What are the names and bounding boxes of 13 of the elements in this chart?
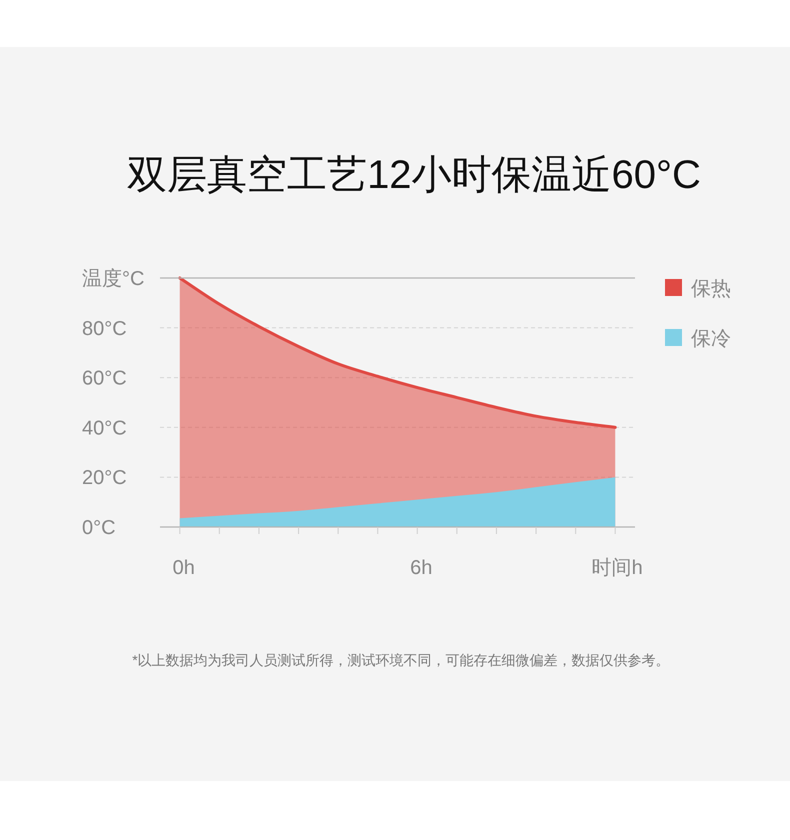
y-tick-label: 0°C	[82, 517, 116, 539]
x-tick-label: 6h	[410, 557, 432, 579]
y-axis-title: 温度°C	[82, 268, 144, 290]
y-tick-label: 20°C	[82, 467, 127, 490]
legend-label: 保热	[691, 278, 731, 300]
title: 双层真空工艺12小时保温近60°C	[127, 153, 701, 197]
legend-label: 保冷	[691, 328, 731, 350]
annotation: *以上数据均为我司人员测试所得，测试环境不同，可能存在细微偏差，数据仅供参考。	[132, 652, 670, 668]
x-axis-title: 时间h	[592, 557, 643, 579]
x-tick-label: 0h	[172, 557, 195, 579]
y-tick-label: 80°C	[82, 318, 127, 340]
y-tick-label: 60°C	[82, 368, 127, 390]
y-tick-label: 40°C	[82, 417, 127, 440]
